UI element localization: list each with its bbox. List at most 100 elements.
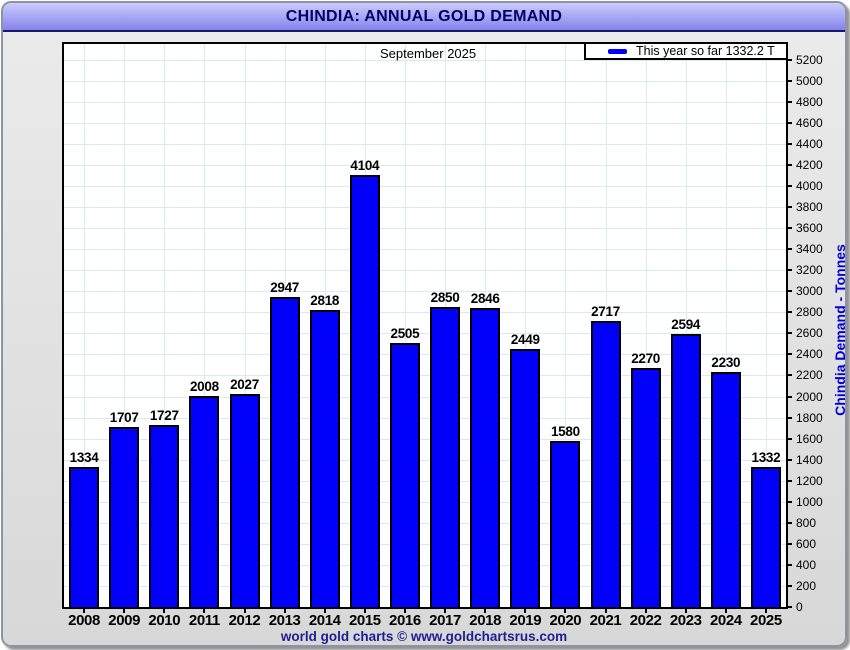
y-axis-tick	[786, 416, 792, 419]
x-axis-label-2025: 2025	[750, 612, 782, 629]
y-axis-tick	[786, 269, 792, 272]
y-axis-tick-label: 600	[796, 536, 817, 551]
gridline-horizontal	[64, 564, 786, 566]
x-axis-label-2008: 2008	[68, 612, 100, 629]
chart-date-note: September 2025	[380, 46, 477, 61]
y-axis-tick-label: 2600	[796, 326, 823, 341]
y-axis-tick-label: 1400	[796, 452, 823, 467]
y-axis-tick	[786, 500, 792, 503]
bar-value-label-2014: 2818	[310, 293, 340, 309]
y-axis-tick-label: 2800	[796, 305, 823, 320]
gridline-horizontal	[64, 522, 786, 524]
y-axis-tick	[786, 458, 792, 461]
x-axis-label-2016: 2016	[389, 612, 421, 629]
bar-value-label-2010: 1727	[149, 408, 179, 424]
legend-swatch-icon	[608, 48, 627, 54]
legend-label: This year so far 1332.2 T	[636, 44, 775, 58]
gridline-horizontal	[64, 228, 786, 230]
y-axis-tick	[786, 227, 792, 230]
bar-value-label-2019: 2449	[510, 332, 540, 348]
y-axis-tick-label: 2200	[796, 368, 823, 383]
bar-value-label-2023: 2594	[671, 317, 701, 333]
gridline-horizontal	[64, 417, 786, 419]
x-axis-tick	[604, 609, 607, 613]
gridline-horizontal	[64, 165, 786, 167]
gridline-vertical	[84, 44, 86, 607]
bar-2014	[309, 310, 340, 607]
y-axis-tick	[786, 395, 792, 398]
bar-2024	[710, 372, 741, 607]
gridline-vertical	[645, 44, 647, 607]
y-axis-tick-label: 3400	[796, 242, 823, 257]
gridline-vertical	[204, 44, 206, 607]
gridline-vertical	[164, 44, 166, 607]
x-axis-tick	[403, 609, 406, 613]
x-axis-tick	[564, 609, 567, 613]
x-axis-label-2013: 2013	[268, 612, 301, 629]
x-axis-label-2020: 2020	[549, 612, 582, 629]
x-axis-label-2012: 2012	[228, 612, 261, 629]
y-axis-tick	[786, 374, 792, 377]
gridline-horizontal	[64, 375, 786, 377]
x-axis-label-2023: 2023	[669, 612, 702, 629]
x-axis-tick	[363, 609, 366, 613]
y-axis-title: Chindia Demand - Tonnes	[832, 244, 848, 416]
gridline-horizontal	[64, 122, 786, 124]
y-axis-tick	[786, 437, 792, 440]
bar-value-label-2020: 1580	[550, 423, 580, 439]
gridline-horizontal	[64, 101, 786, 103]
gridline-vertical	[404, 44, 406, 607]
bar-value-label-2022: 2270	[631, 351, 661, 367]
bar-2010	[149, 425, 180, 607]
gridline-horizontal	[64, 270, 786, 272]
bar-2012	[229, 393, 260, 607]
footer-credit-link[interactable]: world gold charts © www.goldchartsrus.co…	[280, 629, 568, 644]
bar-2021	[590, 321, 621, 607]
y-axis-tick-label: 1200	[796, 473, 823, 488]
legend: This year so far 1332.2 T	[584, 44, 786, 60]
y-axis-tick	[786, 185, 792, 188]
y-axis-tick-label: 3200	[796, 263, 823, 278]
x-axis-tick	[764, 609, 767, 613]
bar-value-label-2016: 2505	[390, 326, 420, 342]
gridline-horizontal	[64, 333, 786, 335]
x-axis-label-2014: 2014	[308, 612, 341, 629]
y-axis-tick	[786, 290, 792, 293]
bar-2018	[470, 307, 501, 607]
y-axis-tick-label: 200	[796, 578, 817, 593]
gridline-horizontal	[64, 207, 786, 209]
bar-2008	[69, 466, 100, 607]
chart-title: CHINDIA: ANNUAL GOLD DEMAND	[285, 7, 563, 25]
x-axis-label-2010: 2010	[148, 612, 181, 629]
x-axis-tick	[243, 609, 246, 613]
x-axis-tick	[163, 609, 166, 613]
gridline-vertical	[685, 44, 687, 607]
gridline-horizontal	[64, 543, 786, 545]
chart-title-bar: CHINDIA: ANNUAL GOLD DEMAND	[3, 3, 845, 32]
y-axis-tick-label: 5200	[796, 52, 823, 67]
y-axis-tick	[786, 353, 792, 356]
x-axis-tick	[83, 609, 86, 613]
y-axis-tick-label: 3600	[796, 221, 823, 236]
bar-value-label-2024: 2230	[711, 355, 741, 371]
y-axis-tick	[786, 79, 792, 82]
bar-2017	[430, 307, 461, 607]
gridline-horizontal	[64, 585, 786, 587]
y-axis-tick	[786, 311, 792, 314]
bar-value-label-2021: 2717	[591, 304, 620, 320]
gridline-horizontal	[64, 480, 786, 482]
y-axis-tick	[786, 584, 792, 587]
bar-value-label-2011: 2008	[189, 378, 219, 394]
x-axis-tick	[684, 609, 687, 613]
bar-value-label-2012: 2027	[230, 376, 259, 392]
y-axis-tick-label: 0	[796, 600, 803, 614]
gridline-vertical	[244, 44, 246, 607]
gridline-horizontal	[64, 501, 786, 503]
x-axis-label-2022: 2022	[629, 612, 662, 629]
gridline-horizontal	[64, 354, 786, 356]
gridline-horizontal	[64, 59, 786, 61]
x-axis-label-2011: 2011	[188, 612, 220, 629]
gridline-horizontal	[64, 438, 786, 440]
y-axis-tick-label: 1600	[796, 431, 823, 446]
y-axis-tick	[786, 58, 792, 61]
